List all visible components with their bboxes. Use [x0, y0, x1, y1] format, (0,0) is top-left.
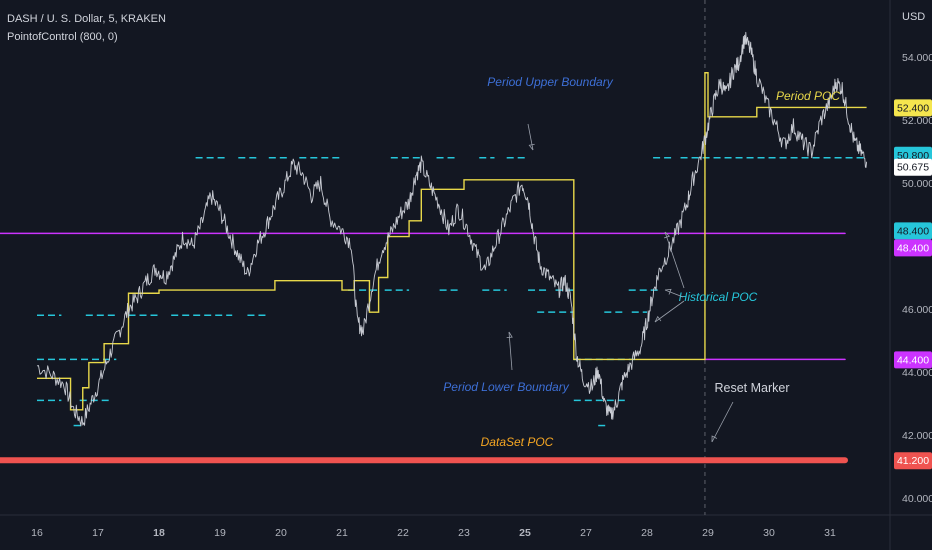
- x-tick-label: 29: [702, 527, 714, 539]
- price-axis-label: [894, 222, 932, 240]
- arrow-upper-boundary-head: [528, 143, 535, 151]
- price-axis-label: [894, 239, 932, 257]
- arrow-upper-boundary: [527, 123, 534, 151]
- period-poc-line: [37, 72, 867, 411]
- x-tick-label: 17: [92, 527, 104, 539]
- arrow-historical-poc-1: [664, 231, 685, 289]
- price-axis-label-text: 48.400: [897, 242, 929, 254]
- x-tick-label: 19: [214, 527, 226, 539]
- annotation-period-lower: Period Lower Boundary: [443, 380, 569, 394]
- price-axis-label-text: 48.400: [897, 225, 929, 237]
- currency-label: USD: [902, 11, 926, 23]
- x-tick-label: 25: [519, 527, 531, 539]
- annotation-historical-poc: Historical POC: [679, 290, 758, 304]
- arrow-historical-poc-2-head: [664, 288, 672, 295]
- y-tick-label: 42.000: [902, 430, 932, 442]
- x-tick-label: 20: [275, 527, 287, 539]
- x-tick-label: 30: [763, 527, 775, 539]
- annotation-dataset-poc: DataSet POC: [481, 435, 554, 449]
- annotation-period-poc: Period POC: [776, 89, 840, 103]
- price-axis-label: [894, 99, 932, 117]
- arrow-historical-poc-3-head: [654, 315, 662, 323]
- price-axis-label: [894, 158, 932, 176]
- x-tick-label: 28: [641, 527, 653, 539]
- y-tick-label: 44.000: [902, 367, 932, 379]
- arrow-reset-marker-head: [711, 435, 718, 443]
- arrow-historical-poc-3: [654, 300, 685, 323]
- x-tick-label: 31: [824, 527, 836, 539]
- price-axis-label-text: 50.675: [897, 162, 929, 174]
- arrow-historical-poc-1-head: [664, 231, 671, 239]
- arrow-lower-boundary-head: [506, 331, 513, 338]
- y-tick-label: 52.000: [902, 115, 932, 127]
- annotation-period-upper: Period Upper Boundary: [487, 75, 613, 89]
- y-tick-label: 46.000: [902, 304, 932, 316]
- indicator-label[interactable]: PointofControl (800, 0): [7, 31, 118, 43]
- price-axis-label: [894, 452, 932, 470]
- y-tick-label: 50.000: [902, 178, 932, 190]
- price-axis-label-text: 44.400: [897, 354, 929, 366]
- x-tick-label: 16: [31, 527, 43, 539]
- arrow-reset-marker: [711, 401, 734, 443]
- symbol-title[interactable]: DASH / U. S. Dollar, 5, KRAKEN: [7, 13, 166, 25]
- annotation-reset-marker: Reset Marker: [714, 381, 789, 395]
- price-series-line: [36, 31, 868, 427]
- price-axis-label-text: 41.200: [897, 455, 929, 467]
- arrow-historical-poc-2: [664, 289, 684, 298]
- x-tick-label: 21: [336, 527, 348, 539]
- x-tick-label: 23: [458, 527, 470, 539]
- x-tick-label: 22: [397, 527, 409, 539]
- price-axis-label-text: 52.400: [897, 102, 929, 114]
- x-tick-label: 27: [580, 527, 592, 539]
- y-tick-label: 40.000: [902, 493, 932, 505]
- y-tick-label: 54.000: [902, 52, 932, 64]
- arrow-lower-boundary: [508, 331, 513, 371]
- x-tick-label: 18: [153, 527, 165, 539]
- price-axis-label: [894, 351, 932, 369]
